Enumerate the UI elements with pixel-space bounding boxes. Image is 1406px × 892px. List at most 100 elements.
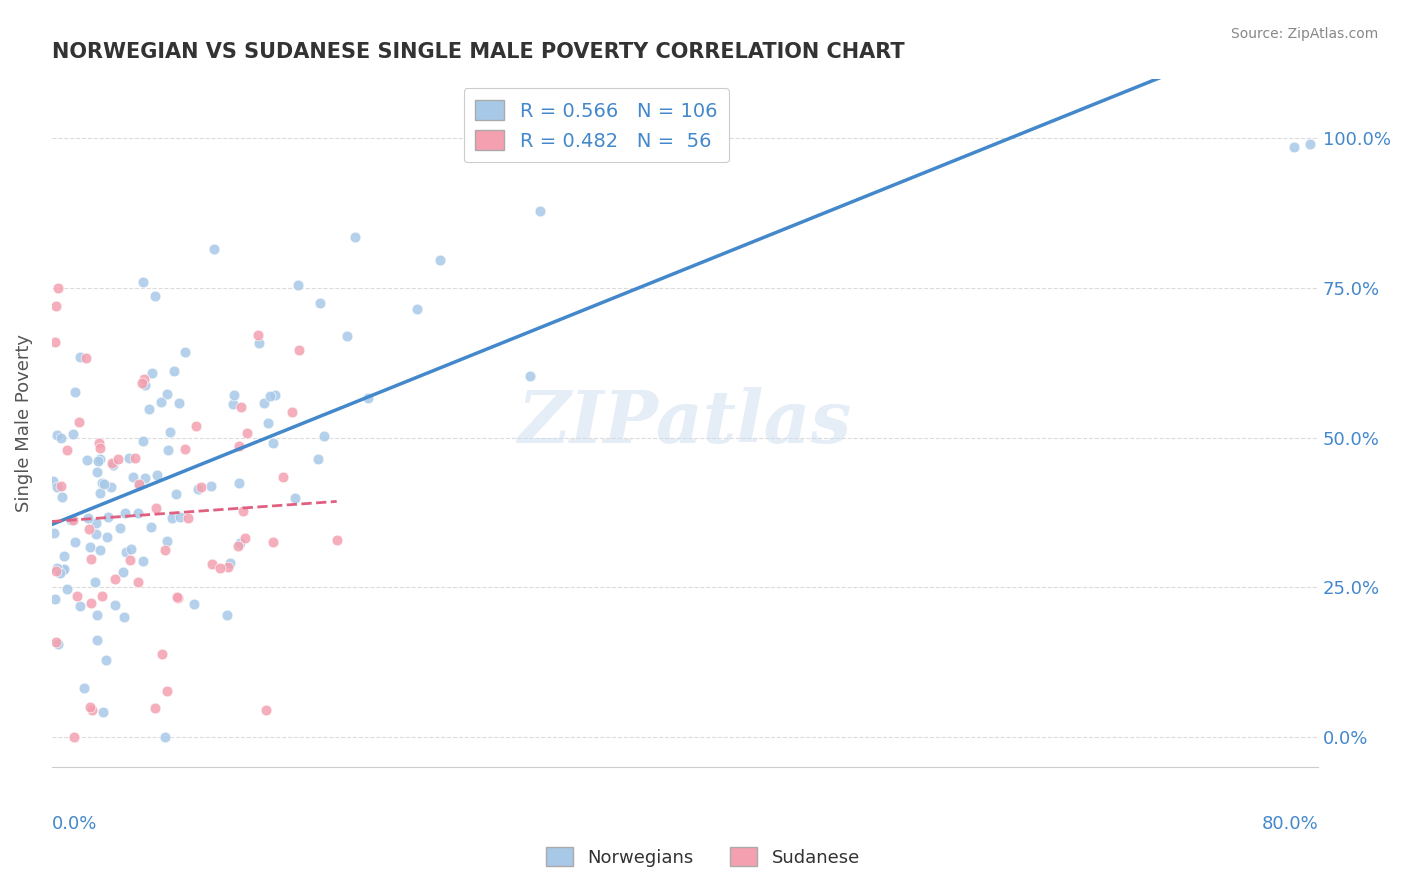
Point [52, 549, 75, 563]
Point [156, 683, 179, 698]
Point [77, 510, 100, 524]
Point [162, 364, 184, 378]
Point [120, 541, 142, 556]
Point [143, 289, 166, 303]
Point [229, 400, 252, 414]
Point [1284, 140, 1306, 154]
Point [131, 376, 153, 391]
Point [132, 434, 155, 449]
Point [75, 351, 97, 365]
Point [69, 350, 91, 364]
Point [176, 510, 198, 524]
Point [307, 452, 329, 467]
Point [127, 507, 149, 521]
Point [45, 561, 67, 575]
Point [63, 535, 86, 549]
Text: Source: ZipAtlas.com: Source: ZipAtlas.com [1230, 27, 1378, 41]
Point [183, 598, 205, 612]
Point [287, 343, 309, 358]
Point [247, 328, 270, 343]
Point [90, 476, 112, 491]
Point [97, 510, 120, 524]
Point [89, 441, 111, 455]
Point [86, 607, 108, 622]
Point [89, 451, 111, 466]
Point [273, 470, 295, 484]
Point [226, 539, 249, 553]
Point [157, 442, 180, 457]
Point [104, 572, 127, 586]
Point [60, 513, 83, 527]
Point [357, 391, 380, 405]
Point [222, 397, 245, 411]
Point [118, 552, 141, 566]
Point [62, 513, 84, 527]
Point [325, 533, 347, 548]
Text: NORWEGIAN VS SUDANESE SINGLE MALE POVERTY CORRELATION CHART: NORWEGIAN VS SUDANESE SINGLE MALE POVERT… [52, 42, 904, 62]
Point [107, 451, 129, 466]
Point [519, 369, 541, 384]
Point [111, 565, 134, 579]
Point [46, 480, 69, 494]
Point [217, 559, 239, 574]
Point [79, 700, 101, 714]
Point [63, 384, 86, 399]
Point [406, 302, 429, 317]
Point [128, 478, 150, 492]
Point [44, 526, 66, 541]
Point [127, 574, 149, 589]
Point [153, 730, 176, 744]
Point [236, 425, 259, 440]
Point [155, 543, 177, 558]
Point [87, 454, 110, 468]
Point [134, 470, 156, 484]
Point [44, 591, 66, 606]
Point [62, 427, 84, 442]
Point [46, 637, 69, 651]
Point [229, 536, 252, 550]
Point [201, 557, 224, 571]
Point [93, 476, 115, 491]
Point [122, 470, 145, 484]
Point [281, 405, 304, 419]
Point [167, 396, 190, 410]
Point [150, 395, 173, 409]
Y-axis label: Single Male Poverty: Single Male Poverty [15, 334, 32, 512]
Point [262, 534, 284, 549]
Point [73, 681, 96, 696]
Point [309, 296, 332, 310]
Point [69, 599, 91, 614]
Point [80, 552, 103, 566]
Point [87, 436, 110, 450]
Point [89, 542, 111, 557]
Point [156, 386, 179, 401]
Point [167, 591, 190, 606]
Point [63, 730, 86, 744]
Point [91, 705, 114, 719]
Point [184, 419, 207, 434]
Point [259, 389, 281, 403]
Point [128, 477, 150, 491]
Point [84, 527, 107, 541]
Point [138, 402, 160, 417]
Point [159, 425, 181, 439]
Point [190, 480, 212, 494]
Point [101, 456, 124, 470]
Point [114, 506, 136, 520]
Point [124, 450, 146, 465]
Point [262, 436, 284, 450]
Point [94, 653, 117, 667]
Point [44, 334, 66, 349]
Point [200, 479, 222, 493]
Point [89, 486, 111, 500]
Point [118, 451, 141, 466]
Point [257, 416, 280, 430]
Point [86, 465, 108, 479]
Point [56, 442, 79, 457]
Point [76, 452, 98, 467]
Point [49, 566, 72, 580]
Point [228, 439, 250, 453]
Point [141, 367, 163, 381]
Point [145, 500, 167, 515]
Point [77, 522, 100, 536]
